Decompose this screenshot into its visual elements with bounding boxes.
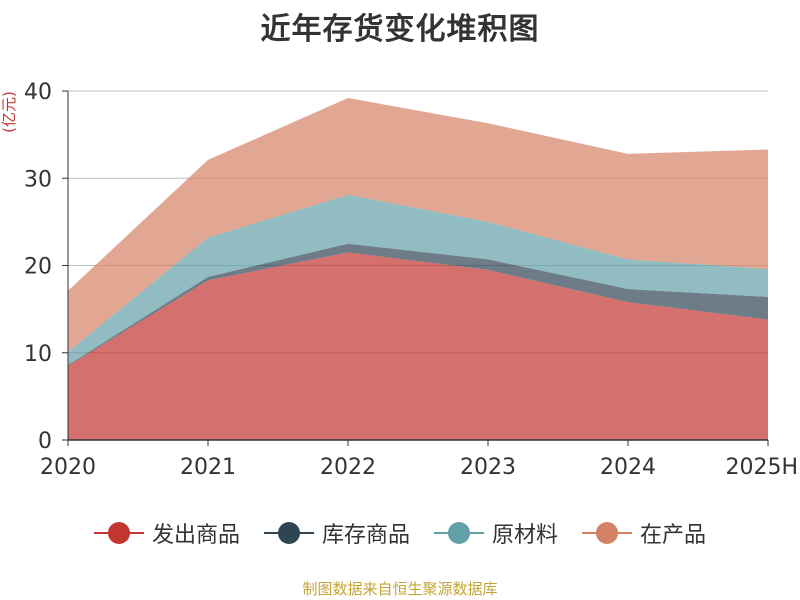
- y-tick-label: 30: [24, 167, 52, 192]
- legend-label: 发出商品: [151, 523, 240, 548]
- area-series: [68, 97, 768, 440]
- legend-marker-icon: [582, 522, 633, 544]
- legend-label: 库存商品: [321, 523, 410, 548]
- y-tick-label: 0: [38, 429, 52, 454]
- y-tick-label: 40: [24, 80, 52, 105]
- legend-marker-icon: [93, 522, 144, 544]
- y-tick-label: 10: [24, 342, 52, 367]
- legend-item[interactable]: 原材料: [434, 517, 558, 549]
- source-note: 制图数据来自恒生聚源数据库: [302, 580, 498, 598]
- x-tick-label: 2020: [40, 455, 96, 480]
- legend-label: 在产品: [640, 523, 707, 548]
- area-series-4: [68, 97, 768, 352]
- legend-item[interactable]: 库存商品: [263, 517, 410, 549]
- x-tick-label: 2022: [320, 455, 376, 480]
- chart-title: 近年存货变化堆积图: [260, 12, 540, 47]
- axes: 0 10 20 30 40 2020 2021 2022 2023 2024 2025H: [24, 80, 798, 480]
- y-axis-unit-label: (亿元): [0, 91, 18, 133]
- x-tick-label: 2025H: [725, 455, 798, 480]
- legend: 发出商品 库存商品 原材料 在产品: [0, 515, 800, 551]
- area-series-3: [68, 194, 768, 365]
- legend-item[interactable]: 发出商品: [93, 517, 240, 549]
- x-tick-label: 2023: [460, 455, 516, 480]
- area-series-1: [68, 252, 768, 440]
- x-tick-label: 2021: [180, 455, 236, 480]
- x-tick-label: 2024: [600, 455, 656, 480]
- legend-item[interactable]: 在产品: [582, 517, 706, 549]
- y-tick-label: 20: [24, 255, 52, 280]
- legend-marker-icon: [263, 522, 314, 544]
- legend-label: 原材料: [492, 523, 559, 548]
- legend-marker-icon: [434, 522, 484, 544]
